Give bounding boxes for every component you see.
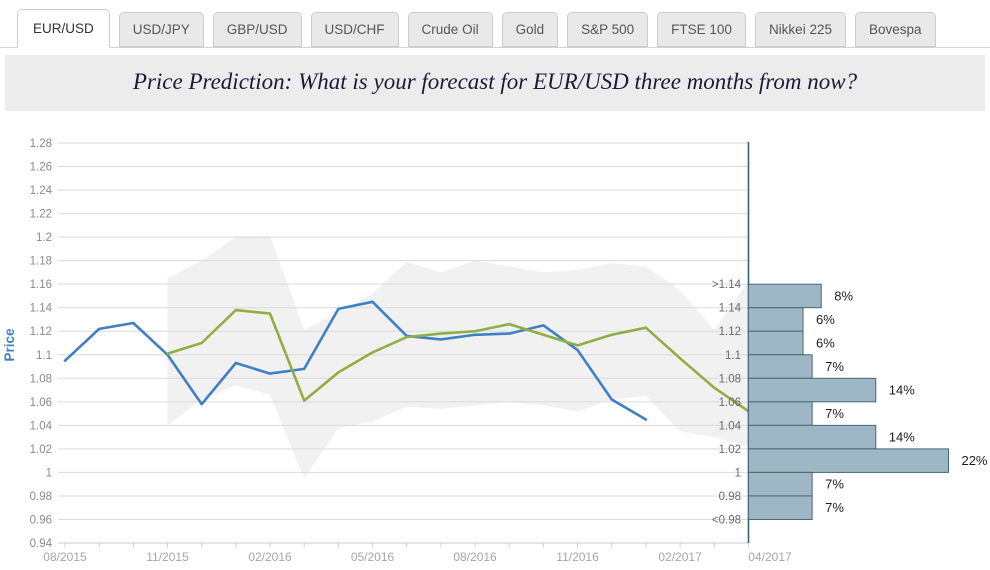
histogram-bar-value: 7% <box>825 359 844 374</box>
histogram-bar-value: 22% <box>961 453 987 468</box>
histogram-bar-value: 7% <box>825 500 844 515</box>
y-tick-label: 0.98 <box>30 491 52 503</box>
prediction-range-band <box>167 235 749 479</box>
tab-ftse-100[interactable]: FTSE 100 <box>657 12 746 47</box>
tab-gold[interactable]: Gold <box>501 12 559 47</box>
histogram-bar-value: 8% <box>834 288 853 303</box>
histogram-bin-label: 1.06 <box>719 397 741 409</box>
x-tick-label: 08/2015 <box>43 550 87 564</box>
y-tick-label: 0.96 <box>30 514 52 526</box>
x-tick-label: 02/2016 <box>248 550 292 564</box>
y-tick-label: 0.94 <box>30 538 53 550</box>
y-tick-label: 1.08 <box>30 373 52 385</box>
y-tick-label: 1.2 <box>36 232 52 244</box>
prediction-band-layer <box>167 235 749 479</box>
tab-usd-jpy[interactable]: USD/JPY <box>118 12 204 47</box>
histogram-bin-label: 1.08 <box>719 373 741 385</box>
x-tick-label: 08/2016 <box>453 550 497 564</box>
histogram-bin-label: 0.98 <box>719 491 741 503</box>
gridline-layer <box>58 142 749 544</box>
y-tick-label: 1.14 <box>30 303 53 315</box>
y-tick-label: 1.1 <box>36 350 52 362</box>
page-title: Price Prediction: What is your forecast … <box>132 69 858 94</box>
histogram-bar-value: 7% <box>825 477 844 492</box>
y-tick-label: 1.22 <box>30 209 52 221</box>
histogram-bar-value: 7% <box>825 406 844 421</box>
tab-gbp-usd[interactable]: GBP/USD <box>212 12 302 47</box>
histogram-bar[interactable] <box>748 330 804 356</box>
y-tick-label: 1.12 <box>30 326 52 338</box>
y-axis-labels: 0.94 0.96 0.98 1 1.02 1.04 1.06 1.08 1.1 1.12 1.14… <box>30 138 53 550</box>
histogram-bar[interactable] <box>748 471 813 497</box>
title-banner: Price Prediction: What is your forecast … <box>5 55 985 111</box>
tab-crude-oil[interactable]: Crude Oil <box>407 12 493 47</box>
tab-bovespa[interactable]: Bovespa <box>854 12 936 47</box>
histogram-bin-label: <0.98 <box>712 514 741 526</box>
y-tick-label: 1.24 <box>30 185 53 197</box>
histogram-bin-label: 1.02 <box>719 444 741 456</box>
green-forecast-average-line <box>166 308 750 413</box>
histogram-bar[interactable] <box>748 448 949 473</box>
histogram-bar-value: 6% <box>816 312 835 327</box>
x-tick-label: 11/2015 <box>146 550 189 564</box>
histogram-bin-label: 1.14 <box>719 303 742 315</box>
histogram-bar[interactable] <box>748 401 813 426</box>
x-axis: 08/2015 11/2015 02/2016 05/2016 08/2016 11/20… <box>43 543 792 564</box>
histogram-bar[interactable] <box>748 307 804 332</box>
histogram-bar[interactable] <box>748 424 877 450</box>
x-tick-label: 11/2016 <box>556 550 599 564</box>
y-tick-label: 1.18 <box>30 256 52 268</box>
histogram-bar[interactable] <box>748 354 813 379</box>
histogram-bin-label: 1.1 <box>725 350 741 362</box>
histogram-bin-label: 1.04 <box>719 420 742 432</box>
blue-price-history-line <box>63 300 648 421</box>
x-tick-label: 02/2017 <box>658 550 702 564</box>
histogram-bar-value: 6% <box>816 336 835 351</box>
histogram-bar-value: 14% <box>889 383 915 398</box>
histogram-bin-label: 1 <box>735 467 741 479</box>
tab-nikkei-225[interactable]: Nikkei 225 <box>754 12 846 47</box>
y-tick-label: 1.16 <box>30 279 52 291</box>
tab-s-p-500[interactable]: S&P 500 <box>567 12 649 47</box>
price-line-layer <box>63 300 750 421</box>
y-tick-label: 1.28 <box>30 138 52 150</box>
y-tick-label: 1.02 <box>30 444 52 456</box>
y-tick-label: 1 <box>46 467 52 479</box>
x-tick-label: 05/2016 <box>351 550 395 564</box>
y-axis-title: Price <box>2 328 17 362</box>
market-tabbar: EUR/USD USD/JPY GBP/USD USD/CHF Crude Oil Gol… <box>0 0 990 48</box>
histogram-bar[interactable] <box>748 377 877 403</box>
tab-usd-chf[interactable]: USD/CHF <box>310 12 399 47</box>
histogram-bar-value: 14% <box>889 430 915 445</box>
y-tick-label: 1.26 <box>30 162 52 174</box>
tab-eur-usd[interactable]: EUR/USD <box>17 9 110 48</box>
histogram-bar[interactable] <box>748 283 822 309</box>
y-tick-label: 1.04 <box>30 420 53 432</box>
y-tick-label: 1.06 <box>30 397 52 409</box>
histogram-bin-label: >1.14 <box>712 279 742 291</box>
histogram-bar[interactable] <box>748 495 813 520</box>
histogram-bin-label: 1.12 <box>719 326 741 338</box>
forecast-date-label: 04/2017 <box>748 550 792 564</box>
histogram-layer: 8% 6% 6% 7% 14% 7% 14% 22% 7% 7% >1.14 1.14 1.12 1.1 1… <box>712 142 988 543</box>
